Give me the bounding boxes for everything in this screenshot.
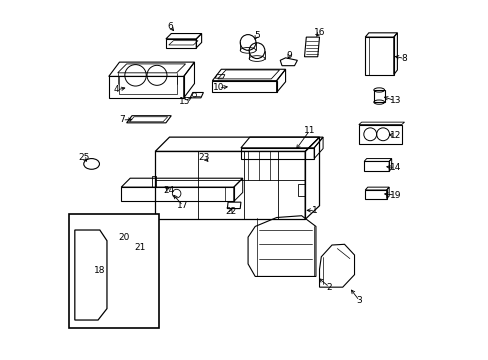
Text: 14: 14 — [389, 163, 400, 172]
Bar — [119, 76, 176, 94]
Text: 24: 24 — [163, 186, 174, 195]
Text: 1: 1 — [312, 206, 318, 215]
Text: 23: 23 — [199, 153, 210, 162]
Text: 9: 9 — [285, 51, 291, 60]
Text: 22: 22 — [225, 207, 236, 216]
Text: 19: 19 — [389, 190, 400, 199]
Text: 17: 17 — [177, 201, 188, 210]
Text: 5: 5 — [254, 31, 259, 40]
Text: 3: 3 — [356, 296, 362, 305]
Text: 10: 10 — [213, 83, 224, 92]
Text: 18: 18 — [94, 266, 105, 275]
Text: 11: 11 — [303, 126, 315, 135]
Text: 13: 13 — [389, 96, 400, 105]
Text: 7: 7 — [119, 116, 125, 125]
Text: 20: 20 — [118, 233, 129, 242]
Text: 6: 6 — [167, 22, 173, 31]
Text: 4: 4 — [114, 85, 119, 94]
Bar — [69, 214, 159, 328]
Text: 12: 12 — [389, 131, 400, 140]
Text: 2: 2 — [326, 283, 332, 292]
Text: 15: 15 — [179, 97, 190, 106]
Text: 16: 16 — [313, 28, 325, 37]
Text: 25: 25 — [78, 153, 89, 162]
Text: 21: 21 — [134, 243, 145, 252]
Text: 8: 8 — [401, 54, 407, 63]
